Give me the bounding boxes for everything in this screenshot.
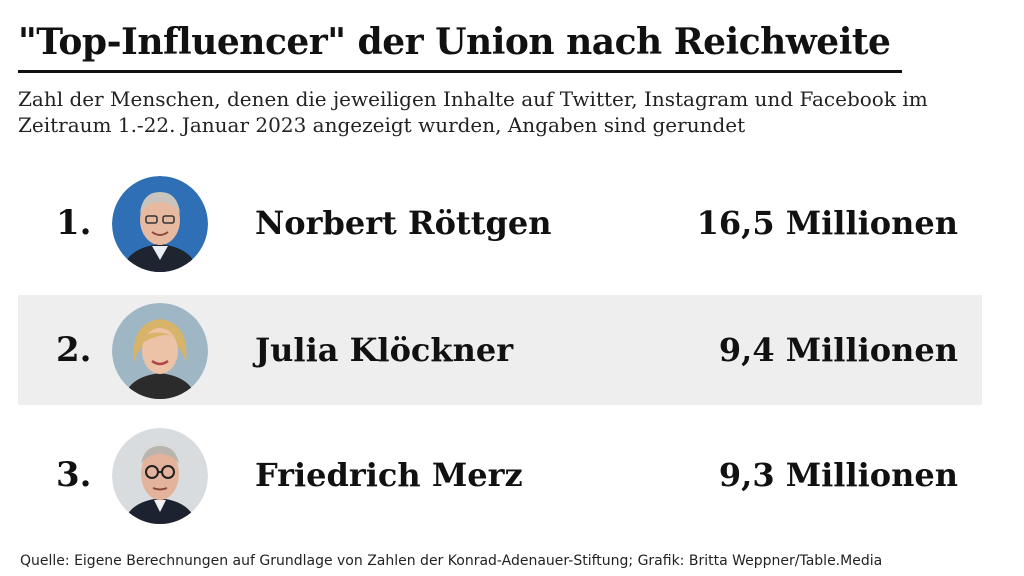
person-name: Julia Klöckner — [255, 331, 514, 369]
person-name: Norbert Röttgen — [255, 204, 552, 242]
ranking-row-1: 1. Norbert Röttgen 16,5 Millionen — [18, 168, 982, 278]
portrait-icon — [112, 176, 208, 272]
person-photo — [112, 176, 208, 272]
person-name: Friedrich Merz — [255, 456, 523, 494]
portrait-icon — [112, 303, 208, 399]
ranking-row-2: 2. Julia Klöckner 9,4 Millionen — [18, 295, 982, 405]
chart-title: "Top-Influencer" der Union nach Reichwei… — [18, 21, 891, 63]
reach-value: 16,5 Millionen — [696, 204, 958, 242]
source-note: Quelle: Eigene Berechnungen auf Grundlag… — [20, 553, 883, 569]
person-photo — [112, 303, 208, 399]
rank-label: 3. — [56, 455, 92, 495]
rank-label: 1. — [56, 203, 92, 243]
reach-value: 9,3 Millionen — [718, 456, 958, 494]
chart-subtitle: Zahl der Menschen, denen die jeweiligen … — [18, 87, 928, 137]
portrait-icon — [112, 428, 208, 524]
reach-value: 9,4 Millionen — [718, 331, 958, 369]
ranking-row-3: 3. Friedrich Merz 9,3 Millionen — [18, 420, 982, 530]
person-photo — [112, 428, 208, 524]
rank-label: 2. — [56, 330, 92, 370]
title-underline — [18, 70, 902, 73]
